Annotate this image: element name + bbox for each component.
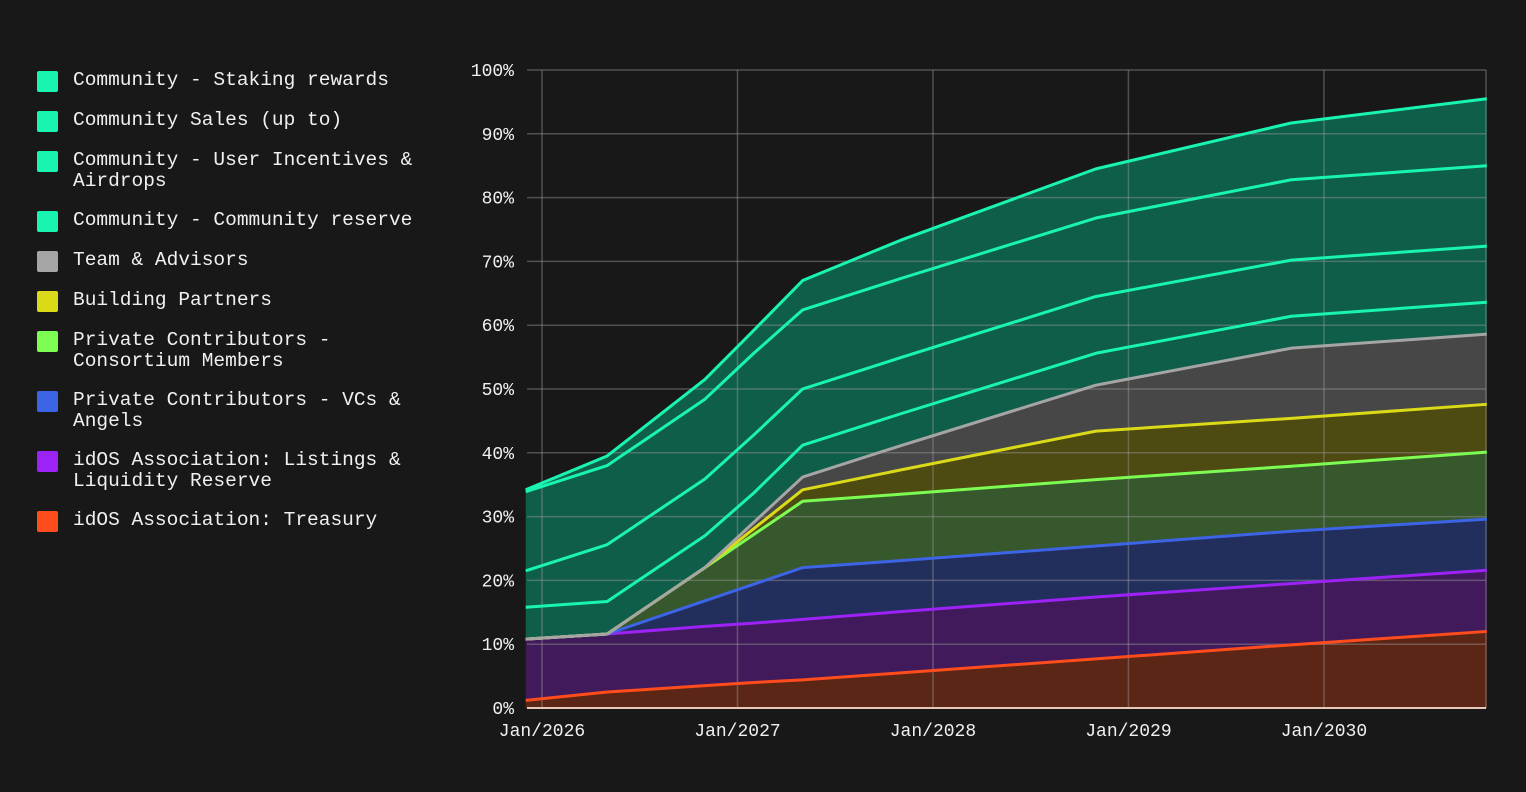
y-tick-label: 100%: [471, 62, 514, 82]
legend-item: Community - User Incentives & Airdrops: [37, 150, 427, 192]
legend-label: Community - Staking rewards: [73, 69, 389, 91]
x-tick-label: Jan/2026: [499, 722, 585, 742]
area-3: [525, 302, 1487, 640]
legend-swatch: [37, 111, 58, 132]
y-tick-label: 30%: [482, 509, 515, 529]
area-7: [525, 519, 1487, 640]
y-tick-label: 0%: [492, 700, 514, 720]
legend-swatch: [37, 291, 58, 312]
legend-swatch: [37, 511, 58, 532]
legend: Community - Staking rewards Community Sal…: [37, 70, 427, 550]
legend-label: Private Contributors - VCs & Angels: [73, 389, 413, 432]
legend-item: Community - Staking rewards: [37, 70, 427, 92]
legend-label: Community Sales (up to): [73, 109, 343, 131]
legend-label: Community - Community reserve: [73, 209, 413, 231]
series-line-7: [525, 517, 1487, 641]
x-tick-label: Jan/2027: [694, 722, 780, 742]
series-line-1: [525, 164, 1487, 494]
legend-swatch: [37, 391, 58, 412]
y-tick-label: 40%: [482, 445, 515, 465]
legend-item: Private Contributors - VCs & Angels: [37, 390, 427, 432]
legend-item: idOS Association: Treasury: [37, 510, 427, 532]
legend-item: Private Contributors - Consortium Member…: [37, 330, 427, 372]
legend-swatch: [37, 451, 58, 472]
series-line-9: [525, 629, 1487, 702]
series-line-2: [525, 244, 1487, 573]
y-tick-label: 60%: [482, 317, 515, 337]
y-tick-label: 10%: [482, 636, 515, 656]
series-line-3: [525, 300, 1487, 609]
y-tick-label: 20%: [482, 572, 515, 592]
x-tick-label: Jan/2030: [1281, 722, 1367, 742]
y-tick-label: 70%: [482, 253, 515, 273]
legend-item: Community - Community reserve: [37, 210, 427, 232]
y-tick-label: 50%: [482, 381, 515, 401]
area-5: [525, 404, 1487, 640]
legend-label: Private Contributors - Consortium Member…: [73, 329, 343, 372]
area-4: [525, 334, 1487, 640]
legend-label: Team & Advisors: [73, 249, 249, 271]
legend-label: idOS Association: Treasury: [73, 509, 378, 531]
legend-item: Team & Advisors: [37, 250, 427, 272]
y-tick-label: 90%: [482, 126, 515, 146]
legend-label: Community - User Incentives & Airdrops: [73, 149, 425, 192]
legend-item: idOS Association: Listings & Liquidity R…: [37, 450, 427, 492]
x-tick-label: Jan/2029: [1085, 722, 1171, 742]
legend-item: Building Partners: [37, 290, 427, 312]
x-tick-label: Jan/2028: [890, 722, 976, 742]
area-8: [525, 570, 1487, 701]
series-line-0: [525, 97, 1488, 492]
legend-swatch: [37, 331, 58, 352]
area-6: [525, 452, 1487, 640]
area-2: [525, 246, 1487, 608]
y-tick-label: 80%: [482, 190, 515, 210]
legend-label: Building Partners: [73, 289, 272, 311]
legend-item: Community Sales (up to): [37, 110, 427, 132]
legend-swatch: [37, 211, 58, 232]
legend-swatch: [37, 71, 58, 92]
legend-swatch: [37, 151, 58, 172]
series-line-4: [525, 332, 1487, 641]
legend-label: idOS Association: Listings & Liquidity R…: [73, 449, 413, 492]
area-0: [525, 98, 1487, 492]
area-9: [525, 631, 1487, 708]
series-line-8: [525, 568, 1487, 641]
legend-swatch: [37, 251, 58, 272]
